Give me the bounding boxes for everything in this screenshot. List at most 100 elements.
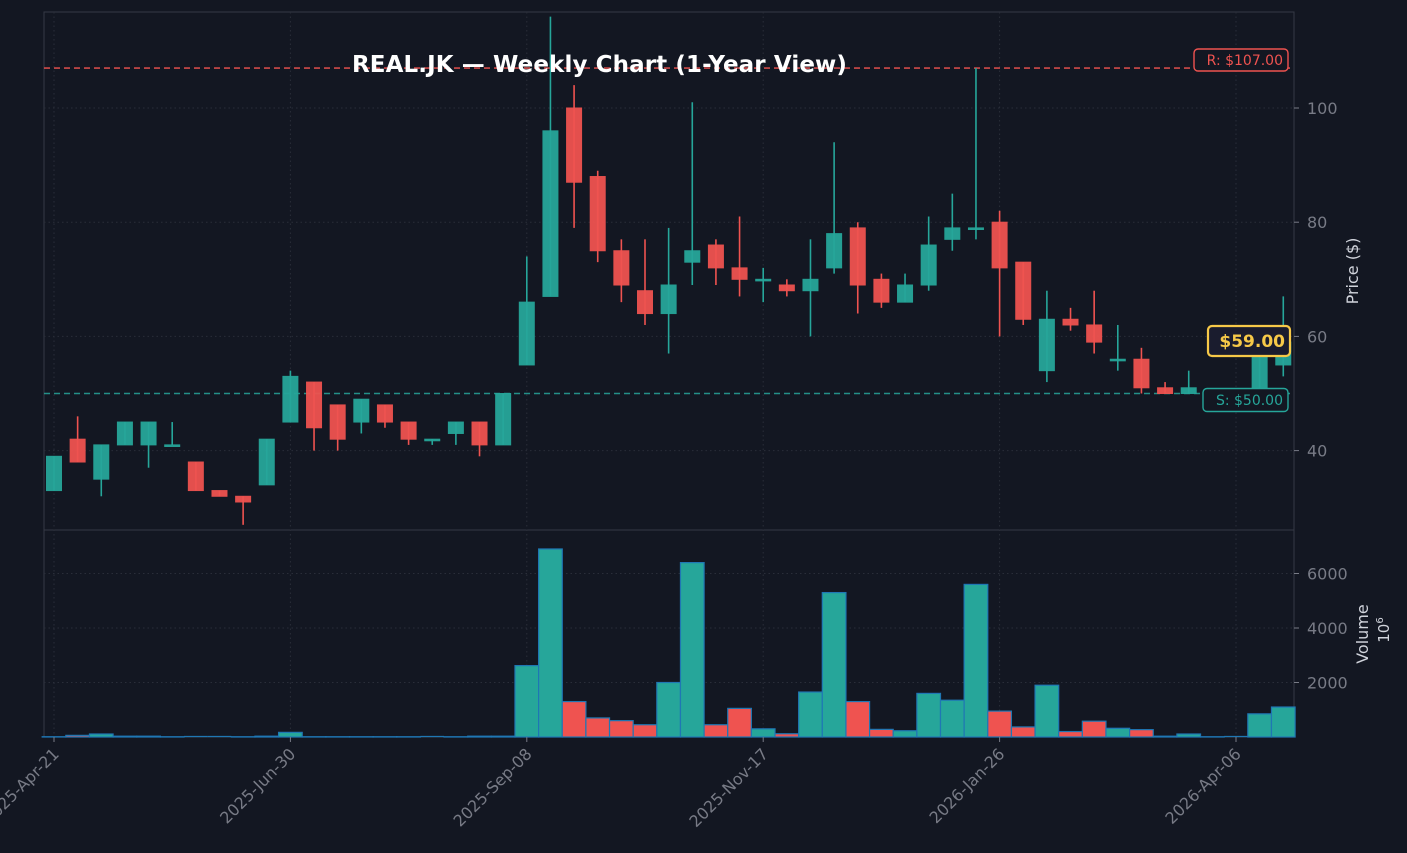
candle-up [827, 234, 842, 268]
volume-bar [704, 725, 728, 737]
volume-tick-label: 6000 [1307, 565, 1348, 584]
price-axis-label: Price ($) [1343, 238, 1362, 305]
candle-up [921, 245, 936, 285]
candle-up [543, 131, 558, 297]
volume-bar [1177, 734, 1201, 737]
candle-down [1087, 325, 1102, 342]
volume-bar [66, 735, 90, 737]
volume-multiplier-exponent: 6 [1375, 617, 1386, 623]
candle-down [779, 285, 794, 291]
volume-bar [89, 734, 113, 737]
volume-bar [964, 584, 988, 737]
volume-bar [1106, 728, 1130, 737]
candle-down [330, 405, 345, 439]
volume-bar [113, 736, 137, 737]
candle-down [708, 245, 723, 268]
candle-down [188, 462, 203, 491]
volume-bar [680, 563, 704, 737]
candle-up [425, 439, 440, 441]
volume-bar [870, 729, 894, 737]
x-tick-label: 2025-Apr-21 [0, 744, 63, 827]
volume-bar [610, 721, 634, 737]
candle-down [732, 268, 747, 279]
volume-bar [751, 729, 775, 737]
candle-up [117, 422, 132, 445]
candle-down [377, 405, 392, 422]
candle-down [850, 228, 865, 285]
candle-up [47, 456, 62, 490]
candle-up [141, 422, 156, 445]
candle-up [803, 279, 818, 290]
candle-up [898, 285, 913, 302]
candle-down [638, 291, 653, 314]
volume-bar [539, 549, 563, 737]
candle-up [661, 285, 676, 314]
volume-bar [1248, 714, 1272, 737]
candle-down [1134, 359, 1149, 388]
volume-bar [137, 736, 161, 737]
volume-bar [1130, 730, 1154, 737]
volume-bar [799, 692, 823, 737]
volume-bar [1082, 721, 1106, 737]
candle-down [567, 108, 582, 182]
volume-bar [562, 702, 586, 737]
volume-bar [941, 700, 965, 737]
volume-bar [586, 718, 610, 737]
volume-bar [279, 732, 303, 737]
candle-up [968, 228, 983, 230]
candle-up [496, 394, 511, 445]
volume-bar [775, 734, 799, 737]
candle-up [1110, 359, 1125, 361]
volume-axis-label: Volume [1353, 604, 1372, 664]
volume-tick-label: 4000 [1307, 619, 1348, 638]
volume-bar [822, 593, 846, 737]
candle-up [283, 376, 298, 422]
candle-down [401, 422, 416, 439]
candle-down [1158, 388, 1173, 394]
candle-up [259, 439, 274, 485]
x-tick-label: 2026-Jan-26 [926, 744, 1009, 827]
volume-bar [491, 736, 515, 737]
candle-down [472, 422, 487, 445]
price-tick-label: 40 [1307, 442, 1327, 461]
volume-bar [893, 731, 917, 737]
volume-bar [1011, 727, 1035, 737]
volume-bar [633, 725, 657, 737]
volume-bar [917, 693, 941, 737]
volume-bar [515, 666, 539, 737]
candle-up [685, 251, 700, 262]
candle-down [212, 491, 227, 497]
candle-down [1016, 262, 1031, 319]
candle-up [94, 445, 109, 479]
candle-down [1063, 319, 1078, 325]
candle-up [354, 399, 369, 422]
candle-up [519, 302, 534, 365]
candle-up [756, 279, 771, 281]
price-tick-label: 60 [1307, 327, 1327, 346]
candle-down [590, 177, 605, 251]
x-tick-label: 2025-Jun-30 [216, 744, 299, 827]
volume-tick-label: 2000 [1307, 674, 1348, 693]
x-tick-label: 2026-Apr-06 [1161, 744, 1244, 827]
volume-bar [1059, 732, 1083, 737]
volume-bar [468, 736, 492, 737]
candle-down [614, 251, 629, 285]
price-tick-label: 100 [1307, 99, 1338, 118]
candle-up [1039, 319, 1054, 370]
volume-bar [1153, 736, 1177, 737]
candle-down [70, 439, 85, 462]
x-tick-label: 2025-Sep-08 [450, 744, 536, 830]
volume-bar [1035, 685, 1059, 737]
volume-bar [1271, 707, 1295, 737]
candle-up [165, 445, 180, 447]
price-tick-label: 80 [1307, 213, 1327, 232]
candle-up [945, 228, 960, 239]
volume-bar [846, 702, 870, 737]
volume-bar [988, 711, 1012, 737]
support-label-text: S: $50.00 [1216, 393, 1283, 409]
resistance-label-text: R: $107.00 [1207, 53, 1283, 69]
candle-down [307, 382, 322, 428]
candle-up [1181, 388, 1196, 394]
candle-down [236, 496, 251, 502]
